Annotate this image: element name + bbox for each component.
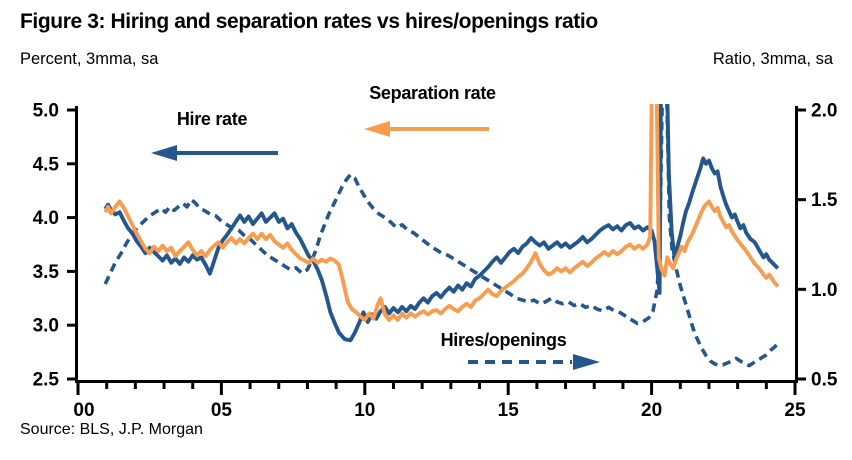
source-note: Source: BLS, J.P. Morgan xyxy=(20,421,203,438)
x-tick-label: 05 xyxy=(211,400,233,421)
separation-rate-line xyxy=(103,104,780,322)
series-lines xyxy=(103,104,780,368)
right-axis-unit-label: Ratio, 3mma, sa xyxy=(712,50,833,68)
separation-rate-arrow xyxy=(364,121,489,137)
legend-arrows xyxy=(151,121,600,370)
left-tick-label: 4.5 xyxy=(33,154,60,175)
right-axis-ticks: 2.0 1.5 1.0 0.5 xyxy=(796,101,838,391)
hire-rate-line xyxy=(103,104,780,343)
right-tick-label: 0.5 xyxy=(811,370,838,391)
legend-label-separation-rate: Separation rate xyxy=(369,83,496,103)
x-tick-label: 20 xyxy=(641,400,662,421)
hires-openings-line xyxy=(103,104,780,368)
right-tick-label: 2.0 xyxy=(811,101,837,122)
hires-openings-arrow xyxy=(468,354,600,370)
axes xyxy=(75,106,798,383)
left-tick-label: 5.0 xyxy=(33,101,59,122)
left-tick-label: 2.5 xyxy=(33,370,60,391)
legend-label-hire-rate: Hire rate xyxy=(176,109,248,129)
left-tick-label: 3.5 xyxy=(33,262,60,283)
left-axis-ticks: 5.0 4.5 4.0 3.5 3.0 2.5 xyxy=(33,101,77,391)
x-tick-label: 10 xyxy=(354,400,375,421)
x-tick-label: 00 xyxy=(73,400,94,421)
right-tick-label: 1.0 xyxy=(811,280,837,301)
x-axis-ticks: 00 05 10 15 20 25 xyxy=(73,381,806,421)
left-tick-label: 4.0 xyxy=(33,208,59,229)
x-tick-label: 25 xyxy=(784,400,806,421)
figure-title: Figure 3: Hiring and separation rates vs… xyxy=(20,10,598,33)
left-axis-unit-label: Percent, 3mma, sa xyxy=(20,50,159,68)
x-tick-label: 15 xyxy=(498,400,520,421)
legend-label-hires-openings: Hires/openings xyxy=(440,330,567,350)
hire-rate-arrow xyxy=(151,145,278,161)
left-tick-label: 3.0 xyxy=(33,316,59,337)
right-tick-label: 1.5 xyxy=(811,190,838,211)
